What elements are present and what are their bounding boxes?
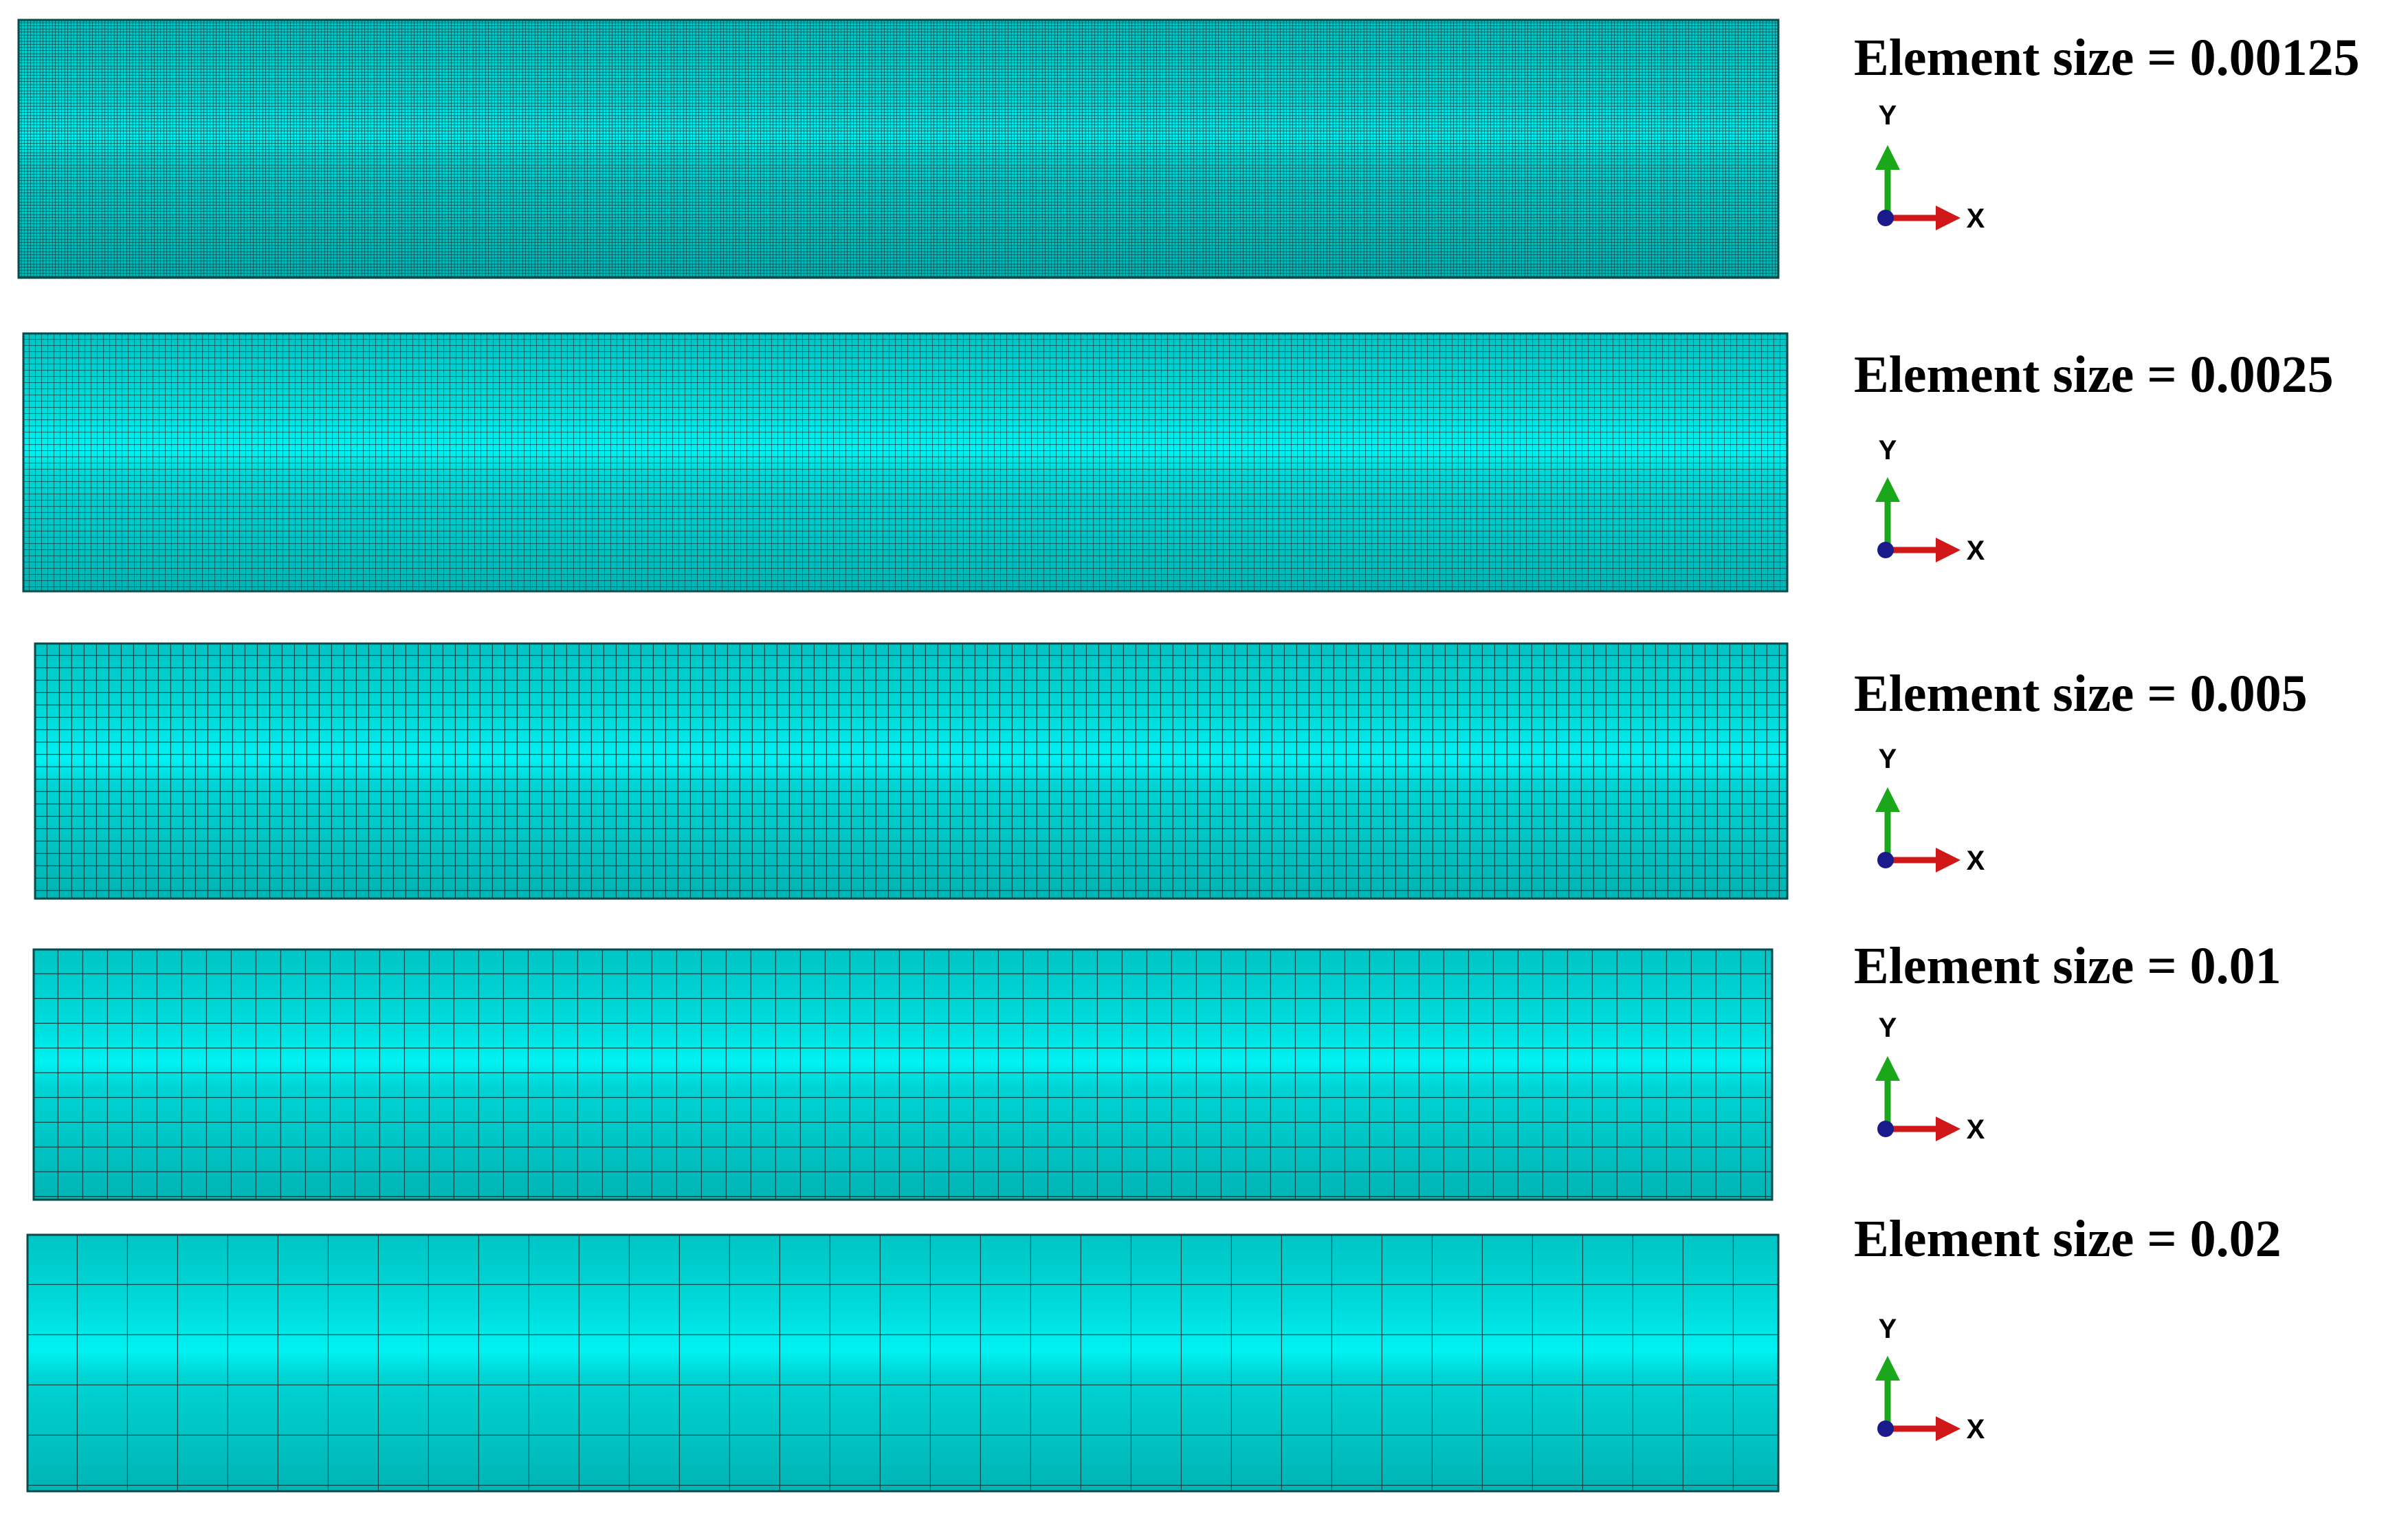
x-axis-label: X	[1967, 846, 1985, 876]
mesh-panel	[22, 332, 1789, 593]
axis-triad: YX	[1875, 744, 1985, 876]
panel-label: Element size = 0.01	[1854, 937, 2282, 995]
x-axis-label: X	[1967, 1114, 1985, 1145]
panel-label: Element size = 0.0025	[1854, 346, 2334, 404]
y-axis-label: Y	[1879, 1314, 1897, 1344]
y-axis-label: Y	[1879, 1013, 1897, 1043]
z-axis	[1877, 1420, 1894, 1437]
y-axis-label: Y	[1879, 744, 1897, 774]
panel-label: Element size = 0.005	[1854, 665, 2308, 723]
mesh-grid	[26, 1233, 1780, 1493]
mesh-panel	[17, 19, 1780, 279]
mesh-panel	[26, 1233, 1780, 1493]
z-axis	[1877, 852, 1894, 868]
z-axis	[1877, 1121, 1894, 1137]
axis-triad: YX	[1875, 435, 1985, 566]
z-axis	[1877, 542, 1894, 558]
y-axis-label: Y	[1879, 435, 1897, 465]
x-axis-label: X	[1967, 1414, 1985, 1444]
mesh-panel	[34, 642, 1789, 900]
mesh-panel	[32, 948, 1774, 1201]
axis-triad: YX	[1875, 1013, 1985, 1145]
axis-triad: YX	[1875, 1314, 1985, 1444]
mesh-grid	[17, 19, 1780, 279]
mesh-grid	[34, 642, 1789, 900]
mesh-grid	[22, 332, 1789, 593]
panel-label: Element size = 0.02	[1854, 1210, 2282, 1268]
panel-label: Element size = 0.00125	[1854, 29, 2360, 87]
x-axis-label: X	[1967, 536, 1985, 566]
z-axis	[1877, 210, 1894, 226]
x-axis-label: X	[1967, 204, 1985, 234]
axis-triad: YX	[1875, 100, 1985, 234]
mesh-grid	[32, 948, 1774, 1201]
y-axis-label: Y	[1879, 100, 1897, 131]
